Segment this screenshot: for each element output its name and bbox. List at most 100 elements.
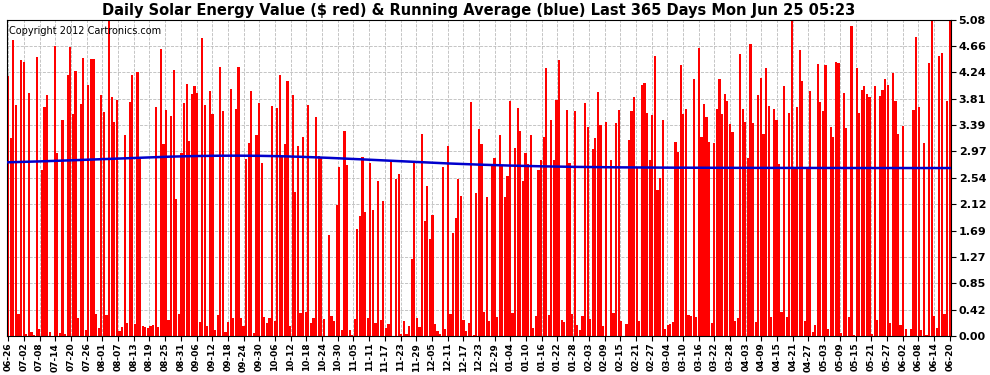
Bar [20, 60, 22, 336]
Bar [398, 174, 400, 336]
Bar [783, 86, 785, 336]
Bar [465, 331, 467, 336]
Bar [509, 101, 511, 336]
Bar [419, 327, 421, 336]
Bar [232, 318, 235, 336]
Bar [390, 159, 392, 336]
Bar [310, 323, 312, 336]
Bar [167, 320, 169, 336]
Bar [238, 67, 240, 336]
Bar [119, 330, 121, 336]
Bar [913, 110, 915, 336]
Bar [496, 317, 498, 336]
Bar [840, 333, 842, 336]
Bar [364, 212, 366, 336]
Bar [773, 109, 775, 336]
Bar [95, 314, 97, 336]
Bar [602, 326, 604, 336]
Bar [563, 322, 565, 336]
Bar [318, 156, 320, 336]
Bar [480, 144, 483, 336]
Bar [452, 233, 454, 336]
Bar [377, 181, 379, 336]
Bar [830, 127, 832, 336]
Bar [284, 144, 286, 336]
Bar [359, 216, 361, 336]
Bar [804, 321, 806, 336]
Bar [66, 75, 68, 336]
Bar [504, 198, 506, 336]
Bar [742, 110, 743, 336]
Bar [149, 326, 151, 336]
Bar [636, 168, 638, 336]
Bar [946, 100, 948, 336]
Bar [568, 163, 570, 336]
Bar [191, 94, 193, 336]
Bar [214, 330, 216, 336]
Bar [685, 110, 687, 336]
Bar [566, 110, 568, 336]
Bar [147, 328, 148, 336]
Bar [185, 84, 188, 336]
Bar [348, 330, 350, 336]
Bar [902, 126, 904, 336]
Bar [547, 315, 549, 336]
Bar [923, 143, 925, 336]
Bar [918, 107, 920, 336]
Bar [339, 166, 341, 336]
Bar [307, 105, 309, 336]
Bar [201, 38, 203, 336]
Bar [757, 95, 759, 336]
Bar [765, 69, 767, 336]
Bar [780, 312, 783, 336]
Bar [936, 328, 938, 336]
Bar [576, 325, 578, 336]
Bar [196, 93, 198, 336]
Bar [613, 313, 615, 336]
Bar [672, 322, 674, 336]
Bar [555, 100, 557, 336]
Bar [151, 325, 154, 336]
Bar [129, 102, 131, 336]
Bar [514, 148, 516, 336]
Bar [530, 135, 532, 336]
Bar [589, 319, 591, 336]
Bar [703, 104, 705, 336]
Bar [754, 322, 756, 336]
Bar [411, 259, 413, 336]
Bar [597, 92, 599, 336]
Bar [454, 218, 456, 336]
Bar [633, 97, 636, 336]
Bar [292, 95, 294, 336]
Bar [265, 323, 268, 336]
Bar [23, 62, 25, 336]
Bar [15, 105, 17, 336]
Bar [124, 135, 126, 336]
Bar [759, 78, 762, 336]
Bar [788, 113, 790, 336]
Bar [641, 85, 644, 336]
Bar [871, 334, 873, 336]
Bar [445, 329, 446, 336]
Bar [344, 131, 346, 336]
Bar [939, 56, 940, 336]
Bar [664, 329, 666, 336]
Bar [225, 332, 227, 336]
Bar [486, 197, 488, 336]
Bar [440, 334, 442, 336]
Bar [886, 85, 889, 336]
Bar [892, 72, 894, 336]
Bar [527, 164, 530, 336]
Bar [346, 165, 348, 336]
Bar [472, 335, 475, 336]
Bar [434, 324, 437, 336]
Bar [222, 111, 224, 336]
Bar [820, 102, 822, 336]
Bar [838, 63, 840, 336]
Bar [10, 138, 12, 336]
Bar [666, 325, 669, 336]
Bar [558, 60, 560, 336]
Bar [506, 176, 509, 336]
Bar [252, 333, 255, 336]
Bar [36, 57, 38, 336]
